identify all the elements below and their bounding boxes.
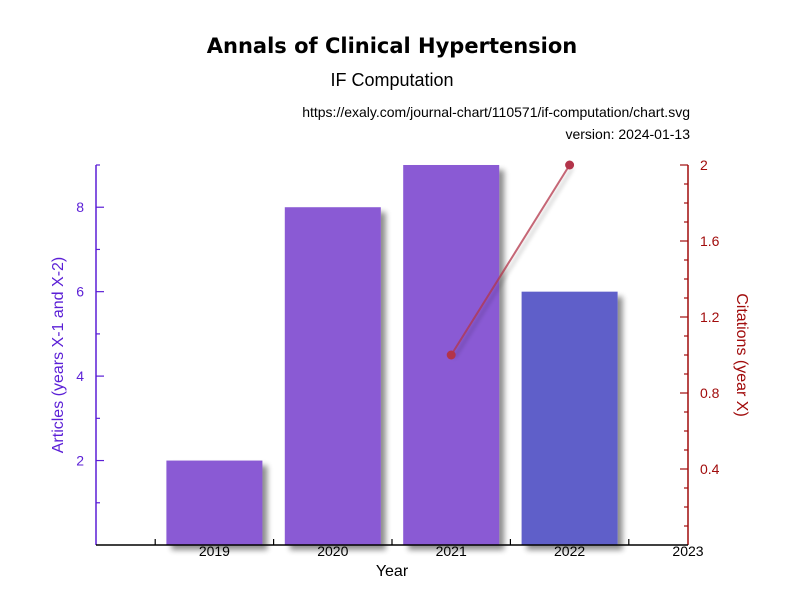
chart-subtitle: IF Computation bbox=[330, 70, 453, 90]
x-tick-label: 2021 bbox=[436, 543, 467, 559]
left-tick-label: 8 bbox=[76, 199, 84, 215]
right-tick-label: 0.8 bbox=[700, 385, 720, 401]
left-tick-label: 2 bbox=[76, 453, 84, 469]
right-axis-ticks: 0.4 0.8 1.2 1.6 2 bbox=[680, 157, 720, 527]
bars-series bbox=[166, 165, 618, 545]
bar-2020 bbox=[284, 207, 381, 545]
citations-line bbox=[450, 164, 571, 356]
right-tick-label: 0.4 bbox=[700, 461, 720, 477]
left-tick-label: 4 bbox=[76, 368, 84, 384]
left-axis-label: Articles (years X-1 and X-2) bbox=[50, 257, 67, 454]
right-tick-label: 1.6 bbox=[700, 233, 720, 249]
x-axis-ticks: 2019 2020 2021 2022 2023 bbox=[154, 539, 704, 559]
citations-series bbox=[446, 160, 575, 360]
right-tick-label: 1.2 bbox=[700, 309, 720, 325]
bar-2019 bbox=[166, 460, 263, 545]
citations-point-2022 bbox=[565, 160, 575, 170]
left-tick-label: 6 bbox=[76, 284, 84, 300]
right-axis-label: Citations (year X) bbox=[733, 293, 750, 417]
chart-title: Annals of Clinical Hypertension bbox=[207, 34, 578, 58]
x-tick-label: 2022 bbox=[554, 543, 585, 559]
right-tick-label: 2 bbox=[700, 157, 708, 173]
bar-2022 bbox=[521, 291, 618, 545]
left-axis-ticks: 2 4 6 8 bbox=[76, 164, 104, 504]
chart-url: https://exaly.com/journal-chart/110571/i… bbox=[302, 104, 690, 120]
x-axis-label: Year bbox=[376, 563, 409, 580]
x-tick-label: 2019 bbox=[199, 543, 230, 559]
chart-version: version: 2024-01-13 bbox=[565, 126, 690, 142]
x-tick-label: 2023 bbox=[672, 543, 703, 559]
citations-point-2021 bbox=[446, 350, 456, 360]
x-tick-label: 2020 bbox=[317, 543, 348, 559]
